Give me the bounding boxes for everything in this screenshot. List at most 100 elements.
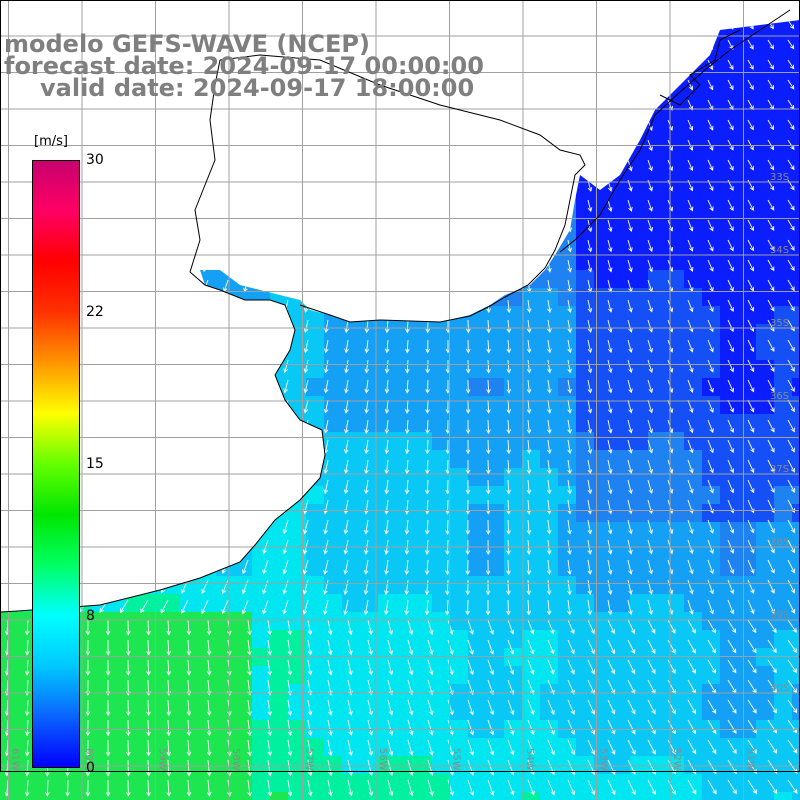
wind-arrow-shaft — [707, 339, 714, 352]
wind-arrow — [627, 399, 633, 414]
wind-speed-cell — [432, 594, 450, 612]
wind-speed-cell — [378, 414, 396, 432]
wind-arrow-shaft — [366, 339, 369, 353]
wind-arrow-shaft — [487, 359, 490, 373]
wind-speed-cell — [342, 486, 360, 504]
wind-arrow-shaft — [727, 139, 734, 151]
wind-arrow-head — [790, 185, 795, 191]
wind-speed-cell — [522, 468, 540, 486]
wind-speed-cell — [702, 306, 720, 324]
wind-arrow-head — [709, 166, 714, 172]
wind-arrow-head — [547, 408, 552, 414]
wind-speed-cell — [126, 594, 144, 612]
wind-arrow — [405, 319, 410, 334]
wind-speed-cell — [252, 756, 270, 774]
wind-speed-cell — [468, 792, 486, 800]
wind-arrow-head — [303, 368, 309, 374]
wind-speed-cell — [288, 342, 306, 360]
wind-speed-cell — [396, 504, 414, 522]
wind-speed-cell — [18, 738, 36, 756]
wind-arrow-shaft — [607, 299, 612, 312]
wind-speed-cell — [342, 378, 360, 396]
wind-arrow-shaft — [727, 359, 734, 372]
wind-arrow-shaft — [727, 379, 734, 392]
wind-arrow-head — [567, 368, 572, 374]
wind-speed-cell — [486, 306, 504, 324]
wind-speed-cell — [54, 774, 72, 792]
wind-speed-cell — [756, 72, 774, 90]
wind-speed-cell — [378, 756, 396, 774]
wind-speed-cell — [432, 702, 450, 720]
wind-speed-cell — [216, 702, 234, 720]
wind-speed-cell — [774, 792, 792, 800]
wind-speed-cell — [612, 522, 630, 540]
wind-speed-cell — [738, 252, 756, 270]
wind-speed-cell — [612, 396, 630, 414]
wind-arrow-head — [384, 368, 390, 374]
wind-speed-cell — [198, 792, 216, 800]
wind-speed-cell — [432, 756, 450, 774]
wind-speed-cell — [630, 594, 648, 612]
wind-arrow — [323, 399, 329, 414]
wind-arrow-head — [789, 64, 795, 70]
wind-arrow-shaft — [707, 319, 714, 332]
wind-speed-cell — [594, 288, 612, 306]
wind-arrow — [647, 359, 653, 374]
wind-speed-cell — [360, 630, 378, 648]
wind-speed-cell — [738, 36, 756, 54]
wind-speed-cell — [756, 756, 774, 774]
wind-arrow-shaft — [727, 259, 734, 271]
wind-arrow-shaft — [507, 359, 510, 373]
wind-speed-cell — [612, 342, 630, 360]
wind-speed-cell — [612, 540, 630, 558]
wind-speed-cell — [360, 486, 378, 504]
wind-arrow-shaft — [325, 399, 329, 413]
wind-arrow-head — [709, 125, 714, 131]
wind-arrow-head — [303, 308, 309, 313]
wind-arrow-shaft — [547, 359, 551, 373]
wind-speed-cell — [54, 612, 72, 630]
wind-speed-cell — [450, 576, 468, 594]
wind-speed-cell — [540, 612, 558, 630]
wind-speed-cell — [738, 432, 756, 450]
wind-speed-cell — [756, 36, 774, 54]
wind-arrow-shaft — [707, 139, 714, 151]
wind-arrow — [324, 339, 329, 354]
wind-arrow-head — [324, 348, 329, 354]
wind-speed-cell — [540, 738, 558, 756]
wind-speed-cell — [684, 378, 702, 396]
wind-arrow — [707, 239, 714, 252]
wind-arrow-shaft — [767, 219, 775, 231]
wind-arrow-head — [749, 306, 755, 312]
wind-speed-cell — [774, 540, 792, 558]
wind-speed-cell — [486, 450, 504, 468]
wind-arrow-shaft — [647, 219, 653, 232]
wind-speed-cell — [792, 486, 800, 504]
wind-arrow-shaft — [747, 379, 754, 392]
wind-speed-cell — [792, 180, 800, 198]
wind-arrow — [787, 359, 795, 372]
wind-speed-cell — [648, 540, 666, 558]
wind-speed-cell — [576, 774, 594, 792]
wind-speed-cell — [702, 774, 720, 792]
wind-arrow-head — [648, 146, 653, 152]
wind-arrow-head — [729, 125, 734, 131]
wind-arrow-head — [688, 85, 694, 91]
wind-arrow-head — [689, 327, 694, 333]
wind-arrow — [747, 39, 754, 50]
wind-arrow-head — [770, 226, 775, 231]
wind-arrow-head — [790, 306, 795, 312]
wind-arrow-shaft — [787, 239, 795, 251]
wind-speed-cell — [792, 792, 800, 800]
wind-arrow-head — [607, 207, 613, 212]
wind-arrow — [547, 379, 552, 394]
wind-speed-cell — [486, 486, 504, 504]
wind-speed-cell — [414, 360, 432, 378]
wind-arrow-head — [465, 409, 471, 414]
wind-arrow-head — [770, 205, 775, 211]
wind-arrow — [486, 319, 491, 334]
wind-arrow-head — [486, 368, 491, 374]
wind-speed-cell — [792, 126, 800, 144]
wind-arrow — [767, 79, 774, 90]
wind-arrow-shaft — [727, 59, 734, 70]
